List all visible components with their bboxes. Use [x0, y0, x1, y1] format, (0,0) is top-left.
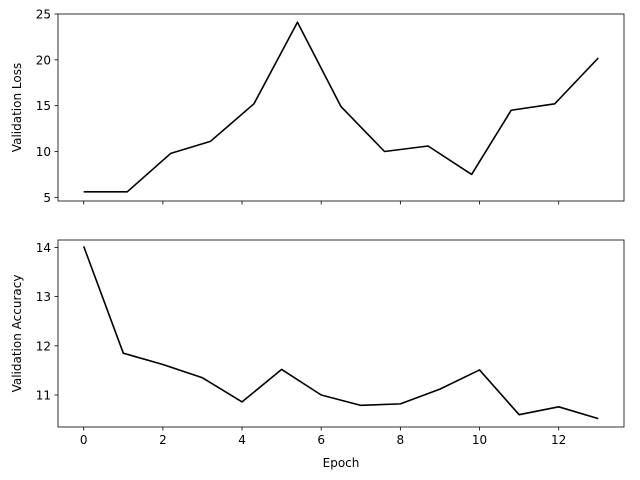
- y-tick-label: 12: [36, 339, 51, 353]
- axes-frame: [57, 239, 625, 428]
- x-tick-label: 6: [317, 433, 325, 447]
- x-tick-label: 2: [159, 433, 167, 447]
- x-tick-label: 0: [80, 433, 88, 447]
- y-tick-label: 14: [36, 241, 51, 255]
- x-tick-label: 4: [238, 433, 246, 447]
- y-tick-label: 10: [36, 145, 51, 159]
- y-tick-label: 15: [36, 99, 51, 113]
- x-axis-label: Epoch: [323, 456, 360, 470]
- y-tick-label: 11: [36, 389, 51, 403]
- y-tick-label: 5: [43, 191, 51, 205]
- x-tick-label: 12: [551, 433, 566, 447]
- x-tick-label: 8: [397, 433, 405, 447]
- y-tick-label: 20: [36, 53, 51, 67]
- loss-subplot: 5 10 15 20 25 Validation Loss: [10, 8, 625, 205]
- accuracy-subplot: 0 2 4 6 8 10 12 11 12 13 14 Validation Accuracy Epoc…: [10, 239, 625, 470]
- y-tick-label: 13: [36, 290, 51, 304]
- axes-frame: [57, 13, 625, 202]
- y-tick-label: 25: [36, 8, 51, 22]
- series-line: [83, 21, 599, 193]
- series-line: [82, 246, 599, 420]
- x-tick-label: 10: [472, 433, 487, 447]
- y-axis-label: Validation Loss: [10, 63, 24, 152]
- y-axis-label: Validation Accuracy: [10, 275, 24, 393]
